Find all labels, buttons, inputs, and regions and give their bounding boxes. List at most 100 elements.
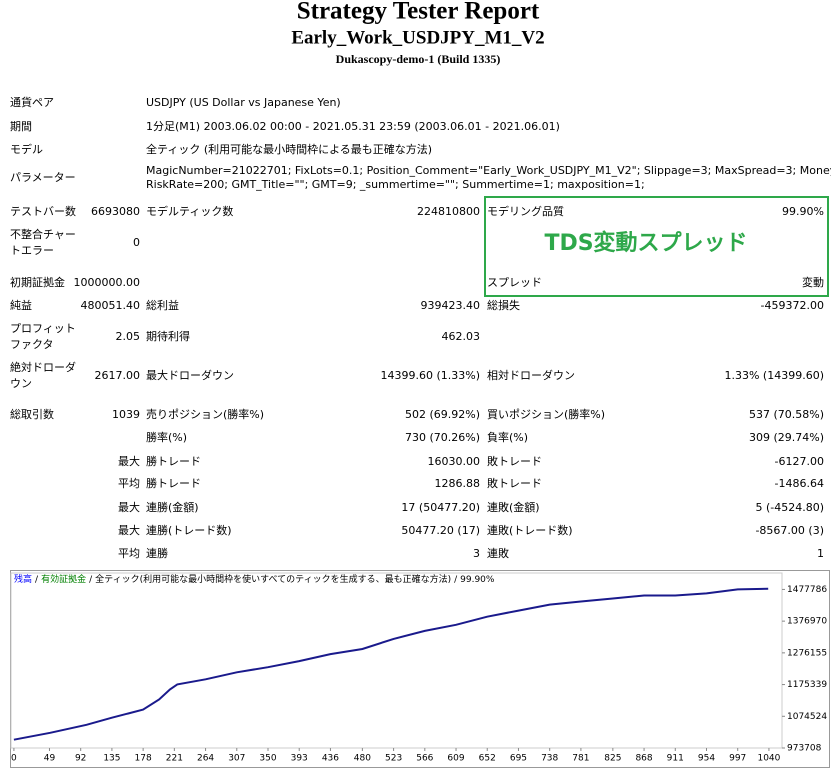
- legend-separator: /: [454, 575, 458, 585]
- cell-text: 502 (69.92%): [405, 408, 480, 421]
- cell-text: 平均: [118, 477, 140, 490]
- cell-text: RiskRate=200; GMT_Title=""; GMT=9; _summ…: [146, 178, 645, 191]
- subtitle: Early_Work_USDJPY_M1_V2: [291, 27, 544, 48]
- build: Dukascopy-demo-1 (Build 1335): [336, 52, 501, 66]
- cell-text: 2.05: [116, 330, 141, 343]
- x-tick-label: 911: [667, 754, 684, 764]
- plot-area: [10, 572, 783, 749]
- y-tick-label: 1074524: [787, 712, 827, 722]
- x-tick-label: 49: [44, 754, 56, 764]
- cell-text: 1分足(M1) 2003.06.02 00:00 - 2021.05.31 23…: [146, 120, 560, 133]
- x-tick-label: 738: [541, 754, 558, 764]
- x-tick-label: 264: [197, 754, 214, 764]
- cell-text: 2617.00: [95, 369, 141, 382]
- legend-separator: /: [35, 575, 39, 585]
- cell-text: 309 (29.74%): [749, 431, 824, 444]
- cell-text: スプレッド: [487, 276, 542, 289]
- cell-text: 最大: [118, 454, 140, 468]
- cell-text: パラメーター: [10, 171, 76, 184]
- cell-text: 480051.40: [81, 299, 141, 312]
- cell-text: 相対ドローダウン: [487, 368, 575, 382]
- cell-text: 16030.00: [428, 455, 481, 468]
- cell-text: 連勝(トレード数): [146, 523, 232, 537]
- cell-text: 敗トレード: [487, 454, 542, 468]
- x-tick-label: 92: [75, 754, 86, 764]
- cell-text: 1: [817, 547, 824, 560]
- cell-text: 最大ドローダウン: [146, 368, 234, 382]
- cell-text: 1.33% (14399.60): [724, 369, 824, 382]
- cell-text: モデリング品質: [487, 204, 564, 218]
- cell-text: 730 (70.26%): [405, 431, 480, 444]
- x-tick-label: 178: [135, 754, 152, 764]
- legend-item: 全ティック(利用可能な最小時間枠を使いすべてのティックを生成する、最も正確な方法…: [95, 573, 451, 585]
- cell-text: モデル: [10, 142, 43, 156]
- cell-text: ウン: [10, 377, 32, 390]
- x-tick-label: 825: [604, 754, 621, 764]
- x-tick-label: 221: [166, 754, 183, 764]
- chart-frame: [10, 570, 830, 768]
- cell-text: -459372.00: [761, 299, 824, 312]
- legend-item: 有効証拠金: [41, 573, 86, 585]
- cell-text: 初期証拠金: [10, 275, 65, 289]
- x-tick-label: 0: [11, 754, 17, 764]
- cell-text: 連敗(トレード数): [487, 523, 573, 537]
- x-tick-label: 350: [259, 754, 276, 764]
- cell-text: -1486.64: [775, 477, 824, 490]
- cell-text: 敗トレード: [487, 476, 542, 490]
- cell-text: 通貨ペア: [10, 95, 54, 109]
- cell-text: 不整合チャー: [10, 227, 76, 241]
- cell-text: 期間: [10, 120, 32, 133]
- x-tick-label: 695: [510, 754, 527, 764]
- cell-text: 537 (70.58%): [749, 408, 824, 421]
- y-tick-label: 1276155: [787, 648, 827, 658]
- cell-text: 勝率(%): [146, 430, 187, 444]
- cell-text: 99.90%: [782, 205, 824, 218]
- y-tick-label: 1175339: [787, 680, 827, 690]
- cell-text: 連敗: [487, 546, 509, 560]
- cell-text: 総取引数: [10, 407, 54, 421]
- cell-text: 純益: [10, 298, 32, 312]
- y-tick-label: 973708: [787, 744, 822, 754]
- x-tick-label: 566: [416, 754, 433, 764]
- cell-text: 0: [133, 236, 140, 249]
- cell-text: 連勝(金額): [146, 500, 199, 514]
- x-tick-label: 135: [103, 754, 120, 764]
- cell-text: トエラー: [10, 244, 54, 257]
- cell-text: 勝トレード: [146, 476, 201, 490]
- cell-text: 1286.88: [435, 477, 481, 490]
- x-tick-label: 393: [291, 754, 308, 764]
- cell-text: 総利益: [146, 298, 179, 312]
- cell-text: 売りポジション(勝率%): [146, 407, 264, 421]
- cell-text: モデルティック数: [146, 204, 233, 218]
- cell-text: 6693080: [91, 205, 140, 218]
- cell-text: 50477.20 (17): [401, 524, 480, 537]
- cell-text: 1039: [112, 408, 140, 421]
- x-tick-label: 781: [572, 754, 589, 764]
- cell-text: 14399.60 (1.33%): [380, 369, 480, 382]
- cell-text: USDJPY (US Dollar vs Japanese Yen): [146, 96, 341, 109]
- cell-text: 総損失: [487, 298, 520, 312]
- legend-item: 99.90%: [460, 575, 495, 585]
- cell-text: 変動: [802, 275, 824, 289]
- cell-text: 3: [473, 547, 480, 560]
- cell-text: 全ティック (利用可能な最小時間枠による最も正確な方法): [146, 142, 432, 156]
- cell-text: プロフィット: [10, 322, 76, 335]
- highlight-box: [484, 196, 829, 297]
- x-tick-label: 868: [635, 754, 652, 764]
- x-tick-label: 480: [354, 754, 371, 764]
- cell-text: 939423.40: [421, 299, 481, 312]
- y-tick-label: 1477786: [787, 585, 827, 595]
- legend-item: 残高: [14, 573, 32, 585]
- cell-text: 負率(%): [487, 430, 528, 444]
- cell-text: 勝トレード: [146, 454, 201, 468]
- x-tick-label: 1040: [757, 754, 780, 764]
- legend: 残高 / 有効証拠金 / 全ティック(利用可能な最小時間枠を使いすべてのティックを生成す…: [14, 573, 495, 585]
- balance-line: [13, 587, 769, 741]
- x-tick-label: 307: [228, 754, 245, 764]
- title: Strategy Tester Report: [297, 0, 540, 25]
- cell-text: 最大: [118, 500, 140, 514]
- cell-text: 最大: [118, 523, 140, 537]
- x-tick-label: 523: [385, 754, 402, 764]
